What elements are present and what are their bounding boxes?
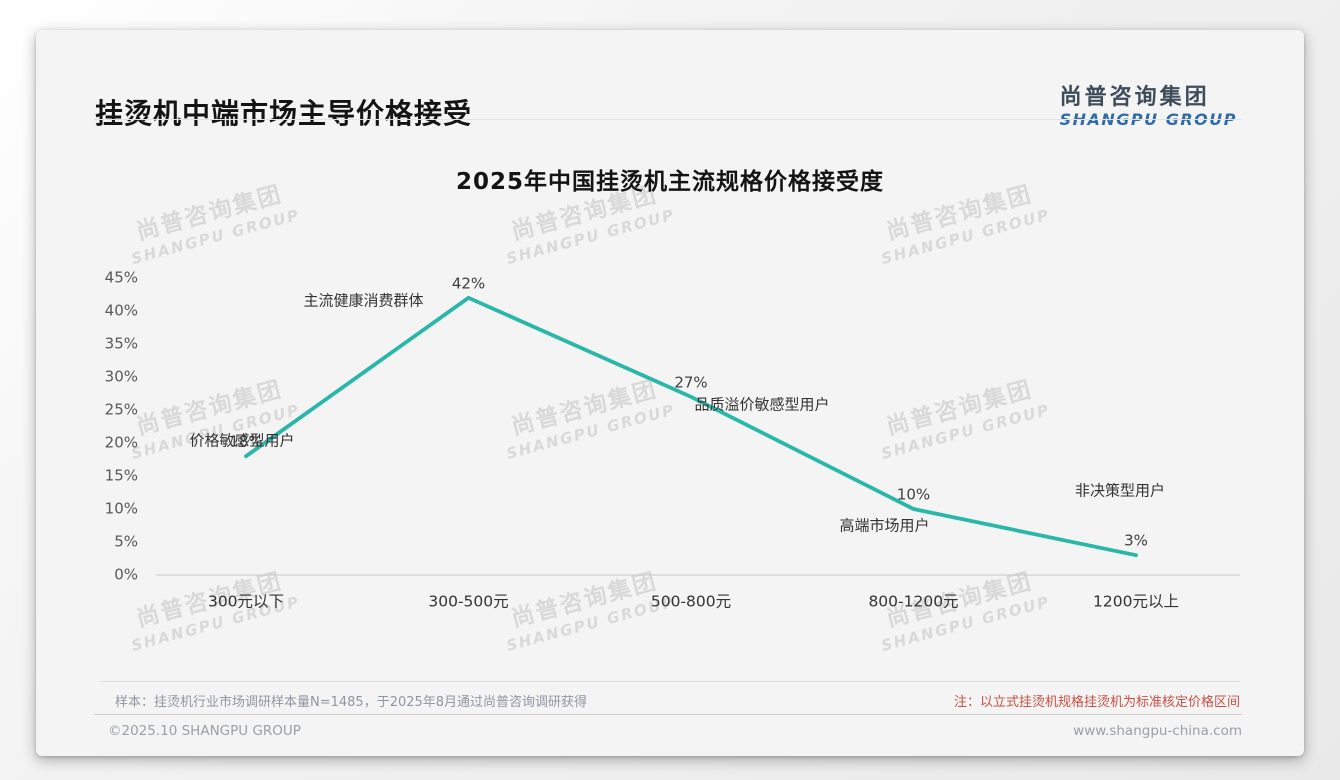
- y-tick-label: 35%: [105, 335, 138, 353]
- x-axis-label: 500-800元: [651, 593, 731, 611]
- annotation-label: 品质溢价敏感型用户: [694, 395, 829, 413]
- annotation-label: 非决策型用户: [1075, 482, 1165, 500]
- y-tick-label: 15%: [105, 467, 138, 485]
- value-label: 10%: [897, 486, 930, 504]
- notes-row: 样本：挂烫机行业市场调研样本量N=1485，于2025年8月通过尚普咨询调研获得…: [100, 681, 1240, 710]
- series-line: [244, 295, 1138, 558]
- x-axis-label: 1200元以上: [1093, 593, 1179, 611]
- slide-card: 尚普咨询集团 SHANGPU GROUP 尚普咨询集团 SHANGPU GROUP 尚普…: [36, 30, 1304, 756]
- x-axis-label: 800-1200元: [868, 593, 958, 611]
- y-tick-label: 40%: [105, 302, 138, 320]
- value-label: 18%: [229, 433, 262, 451]
- website-url: www.shangpu-china.com: [1073, 723, 1242, 739]
- annotation-label: 价格敏感型用户: [189, 432, 294, 450]
- y-tick-label: 5%: [114, 533, 138, 551]
- header-divider: [94, 119, 1242, 120]
- price-acceptance-line-chart: 0% 5% 10% 15% 20% 25% 30% 35% 40% 45% 300元以下 300-50…: [105, 269, 1240, 611]
- y-tick-label: 30%: [105, 368, 138, 386]
- y-tick-label: 20%: [105, 434, 138, 452]
- copyright-text: ©2025.10 SHANGPU GROUP: [108, 723, 301, 739]
- annotation-label: 高端市场用户: [839, 517, 929, 535]
- value-label: 42%: [452, 274, 485, 292]
- annotation-label: 主流健康消费群体: [303, 291, 423, 309]
- y-tick-label: 10%: [105, 500, 138, 518]
- brand-logo-cn: 尚普咨询集团: [1059, 85, 1210, 110]
- chart-title: 2025年中国挂烫机主流规格价格接受度: [455, 169, 884, 195]
- x-axis-label: 300-500元: [428, 593, 508, 611]
- price-note: 注：以立式挂烫机规格挂烫机为标准核定价格区间: [953, 695, 1240, 710]
- page-title: 挂烫机中端市场主导价格接受: [95, 97, 473, 130]
- footer-row: ©2025.10 SHANGPU GROUP www.shangpu-china…: [94, 714, 1242, 739]
- value-label: 3%: [1124, 532, 1148, 550]
- x-axis-label: 300元以下: [208, 593, 284, 611]
- value-label: 27%: [674, 373, 707, 391]
- y-tick-label: 25%: [105, 401, 138, 419]
- y-tick-label: 45%: [105, 269, 138, 287]
- sample-note: 样本：挂烫机行业市场调研样本量N=1485，于2025年8月通过尚普咨询调研获得: [115, 695, 588, 710]
- y-tick-label: 0%: [114, 566, 138, 584]
